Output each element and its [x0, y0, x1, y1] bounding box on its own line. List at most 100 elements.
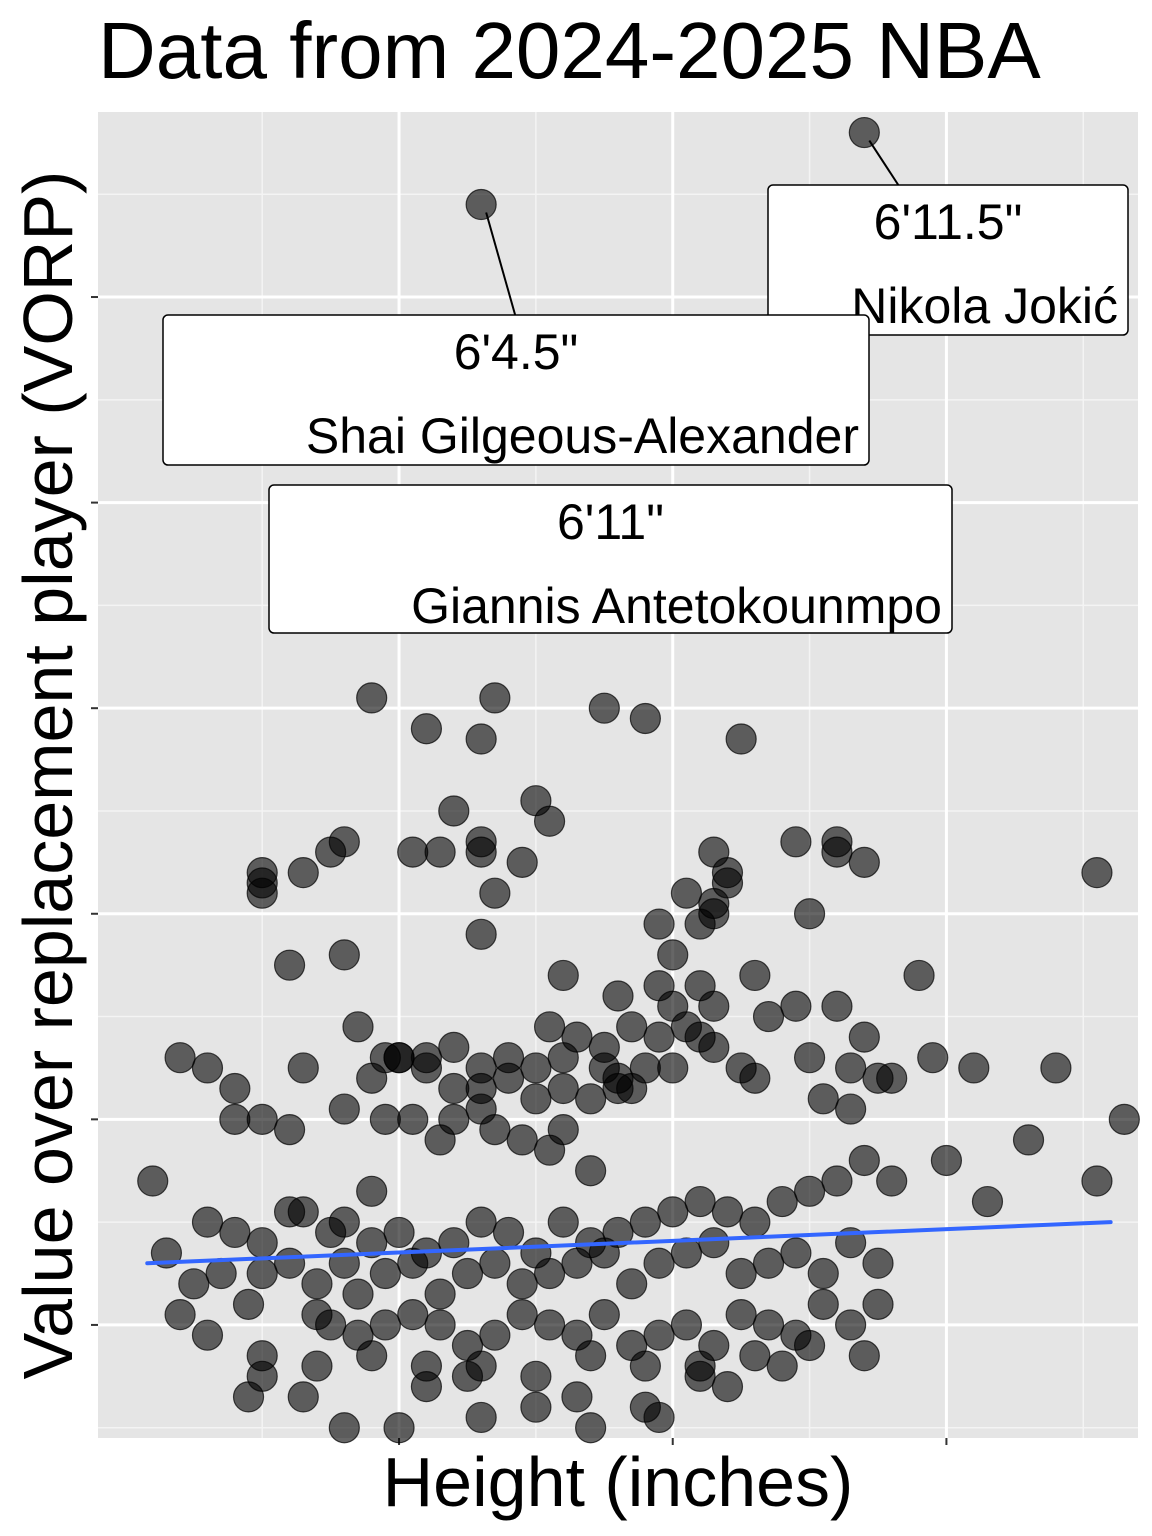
data-point	[807, 1083, 839, 1115]
data-point	[356, 682, 388, 714]
data-point	[342, 1278, 374, 1310]
data-point	[465, 188, 497, 221]
data-point	[643, 1021, 675, 1053]
data-point	[670, 1237, 703, 1269]
data-point	[862, 1062, 894, 1094]
data-point	[575, 1155, 607, 1187]
data-point	[561, 1247, 593, 1279]
data-point	[137, 1165, 169, 1197]
data-point	[793, 1175, 826, 1207]
data-point	[287, 1381, 319, 1413]
data-point	[1081, 857, 1113, 889]
data-point	[657, 1196, 689, 1228]
annotation-label: 6'4.5" Shai Gilgeous-Alexander	[162, 212, 870, 466]
data-point	[397, 1299, 429, 1331]
data-point	[465, 723, 497, 755]
data-point	[588, 1299, 620, 1331]
data-point	[684, 1360, 716, 1392]
data-point	[670, 877, 703, 909]
data-point	[506, 846, 538, 878]
data-point	[479, 682, 511, 714]
data-point	[602, 1072, 634, 1105]
data-point	[780, 826, 812, 858]
data-point	[424, 1278, 456, 1310]
data-point	[643, 1401, 675, 1434]
data-point	[424, 836, 456, 868]
annotation-label: 6'11" Giannis Antetokounmpo	[268, 484, 953, 634]
data-point	[520, 1360, 552, 1392]
data-point	[807, 1257, 839, 1290]
data-point	[451, 1257, 484, 1290]
data-point	[739, 1206, 771, 1238]
data-point	[438, 1103, 470, 1135]
data-point	[479, 1114, 511, 1146]
data-point	[328, 939, 360, 971]
data-point	[397, 1103, 429, 1135]
data-point	[465, 918, 497, 950]
data-point	[424, 1309, 456, 1341]
data-point	[356, 1340, 388, 1372]
data-point	[547, 1114, 579, 1146]
data-point	[506, 1124, 538, 1156]
data-point	[369, 1309, 401, 1341]
data-point	[971, 1185, 1004, 1218]
data-point	[328, 826, 360, 858]
data-point	[848, 846, 880, 878]
data-point	[547, 1206, 579, 1238]
data-point	[725, 1257, 757, 1290]
x-axis-title: Height (inches)	[383, 1443, 854, 1521]
data-point	[465, 1206, 497, 1238]
annotation-leader-line	[485, 212, 517, 316]
data-point	[793, 898, 826, 930]
data-point	[547, 1042, 579, 1074]
data-point	[930, 1144, 963, 1177]
data-point	[547, 959, 579, 992]
data-point	[739, 1340, 771, 1372]
data-point	[479, 877, 511, 909]
data-point	[547, 1072, 579, 1105]
data-point	[835, 1309, 867, 1341]
annotation-box	[268, 484, 953, 634]
data-point	[848, 1144, 880, 1177]
data-point	[1081, 1165, 1113, 1197]
data-point	[397, 1247, 429, 1279]
data-point	[643, 1247, 675, 1279]
data-point	[492, 1216, 525, 1249]
data-point	[301, 1268, 333, 1300]
data-point	[287, 857, 319, 889]
data-point	[780, 990, 812, 1022]
player-annotations: 6'11.5" Nikola Jokić 6'4.5" Shai Gilgeous-A…	[162, 140, 1129, 634]
data-point	[191, 1206, 224, 1238]
data-point	[876, 1165, 908, 1197]
data-point	[520, 1391, 552, 1423]
data-point	[917, 1042, 949, 1074]
data-point	[465, 1401, 497, 1434]
data-point	[835, 1093, 867, 1125]
data-point	[356, 1062, 388, 1094]
data-point	[356, 1227, 388, 1259]
data-point	[246, 877, 278, 909]
annotation-leader-line	[868, 140, 900, 186]
data-point	[479, 1247, 511, 1279]
data-point	[164, 1042, 196, 1074]
data-point	[684, 1185, 716, 1218]
data-point	[698, 990, 730, 1022]
data-point	[575, 1083, 607, 1115]
data-point	[903, 959, 935, 992]
data-point	[232, 1288, 265, 1320]
data-point	[533, 1309, 566, 1341]
data-point	[219, 1103, 251, 1135]
data-point	[821, 826, 853, 858]
data-point	[246, 1227, 278, 1259]
data-point	[287, 1052, 319, 1084]
y-axis-title: Value over replacement player (VORP)	[9, 171, 87, 1380]
data-point	[643, 908, 675, 940]
data-point	[410, 713, 443, 745]
data-point	[438, 1072, 470, 1105]
data-point	[287, 1196, 319, 1228]
data-point	[766, 1185, 798, 1218]
data-point	[793, 1329, 826, 1362]
annotation-name-text: Nikola Jokić	[851, 278, 1118, 334]
annotation-height-text: 6'11.5"	[874, 194, 1023, 250]
